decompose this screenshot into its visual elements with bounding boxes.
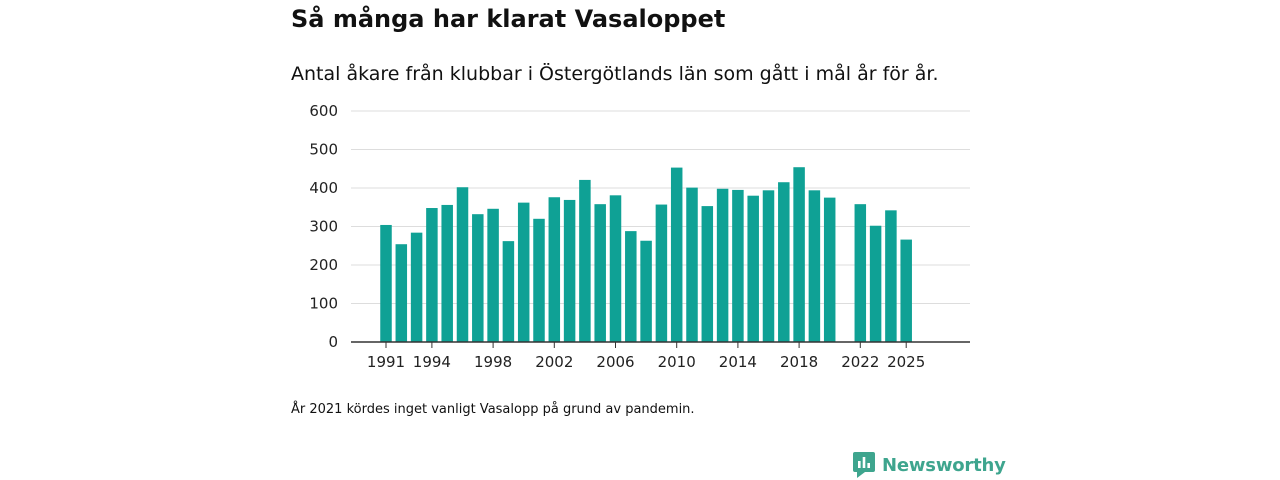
bar bbox=[395, 244, 408, 342]
bar bbox=[548, 197, 561, 342]
newsworthy-logo-icon bbox=[853, 452, 875, 478]
bar bbox=[594, 204, 606, 342]
x-tick-label: 1998 bbox=[474, 353, 512, 371]
bar-chart: 0 100 200 300 400 500 600 1991 1994 1998 2002 2006 2… bbox=[309, 102, 970, 371]
bar bbox=[716, 188, 729, 342]
bar bbox=[869, 225, 882, 342]
footnote: År 2021 kördes inget vanligt Vasalopp på… bbox=[291, 402, 695, 417]
x-tick-label: 2010 bbox=[658, 353, 696, 371]
chart-title: Så många har klarat Vasaloppet bbox=[291, 5, 726, 33]
bar bbox=[900, 239, 912, 342]
x-tick-label: 2018 bbox=[780, 353, 818, 371]
y-tick-label: 200 bbox=[309, 256, 338, 274]
bar bbox=[747, 195, 759, 342]
bar bbox=[655, 204, 668, 342]
bar bbox=[823, 197, 836, 342]
y-tick-label: 100 bbox=[309, 295, 338, 313]
x-tick-label: 2022 bbox=[841, 353, 879, 371]
x-tick-label: 1991 bbox=[367, 353, 405, 371]
bar bbox=[410, 232, 423, 342]
bar bbox=[732, 189, 744, 342]
bar bbox=[456, 187, 469, 342]
bar bbox=[885, 210, 897, 342]
y-tick-label: 300 bbox=[309, 218, 338, 236]
x-tick-label: 1994 bbox=[413, 353, 451, 371]
bar bbox=[502, 241, 515, 342]
bar bbox=[854, 204, 867, 342]
y-tick-label: 600 bbox=[309, 102, 338, 120]
chart-subtitle: Antal åkare från klubbar i Östergötlands… bbox=[291, 63, 939, 85]
bar bbox=[625, 231, 637, 342]
bar bbox=[609, 195, 622, 342]
brand-logo: Newsworthy bbox=[853, 452, 1006, 478]
bar bbox=[426, 208, 438, 342]
y-tick-label: 400 bbox=[309, 179, 338, 197]
x-tick-label: 2025 bbox=[887, 353, 925, 371]
y-tick-label: 0 bbox=[328, 333, 338, 351]
bar bbox=[579, 179, 591, 342]
bar bbox=[762, 190, 775, 342]
bar bbox=[640, 240, 652, 342]
bar bbox=[533, 218, 545, 342]
y-tick-label: 500 bbox=[309, 141, 338, 159]
bar bbox=[793, 167, 805, 342]
bars bbox=[380, 167, 912, 342]
axes: 0 100 200 300 400 500 600 1991 1994 1998 2002 2006 2… bbox=[309, 102, 970, 371]
bar bbox=[808, 190, 821, 342]
bar bbox=[670, 167, 683, 342]
bar bbox=[472, 214, 484, 342]
x-tick-label: 2006 bbox=[596, 353, 634, 371]
x-tick-label: 2002 bbox=[535, 353, 573, 371]
bar bbox=[441, 204, 453, 342]
bar bbox=[380, 224, 392, 342]
bar bbox=[686, 187, 698, 342]
bar bbox=[487, 208, 499, 342]
bar bbox=[517, 202, 530, 342]
x-tick-label: 2014 bbox=[719, 353, 757, 371]
bar bbox=[778, 182, 790, 342]
bar bbox=[701, 206, 714, 342]
brand-name: Newsworthy bbox=[882, 454, 1006, 476]
bar bbox=[563, 199, 576, 342]
